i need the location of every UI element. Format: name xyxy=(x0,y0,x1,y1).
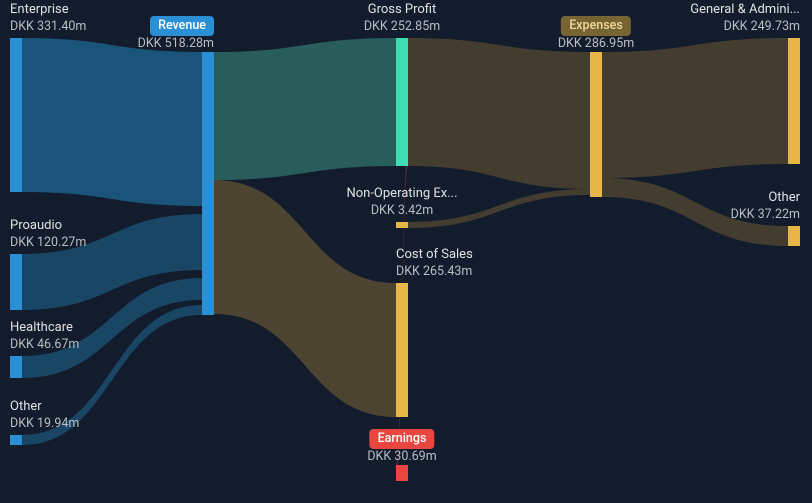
sankey-node[interactable] xyxy=(202,52,214,315)
sankey-link xyxy=(214,180,396,417)
sankey-node[interactable] xyxy=(10,254,22,310)
sankey-node[interactable] xyxy=(10,38,22,192)
sankey-node[interactable] xyxy=(396,222,408,228)
sankey-node[interactable] xyxy=(590,52,602,197)
sankey-node[interactable] xyxy=(788,38,800,164)
sankey-node[interactable] xyxy=(396,38,408,166)
sankey-node[interactable] xyxy=(10,435,22,445)
sankey-link xyxy=(22,38,202,206)
sankey-node[interactable] xyxy=(396,283,408,417)
sankey-node[interactable] xyxy=(788,226,800,246)
sankey-link xyxy=(602,38,788,178)
sankey-link xyxy=(408,189,590,228)
sankey-link xyxy=(214,38,396,180)
sankey-node[interactable] xyxy=(396,465,408,481)
sankey-node[interactable] xyxy=(10,356,22,378)
sankey-link xyxy=(408,38,590,189)
sankey-link xyxy=(602,178,788,246)
